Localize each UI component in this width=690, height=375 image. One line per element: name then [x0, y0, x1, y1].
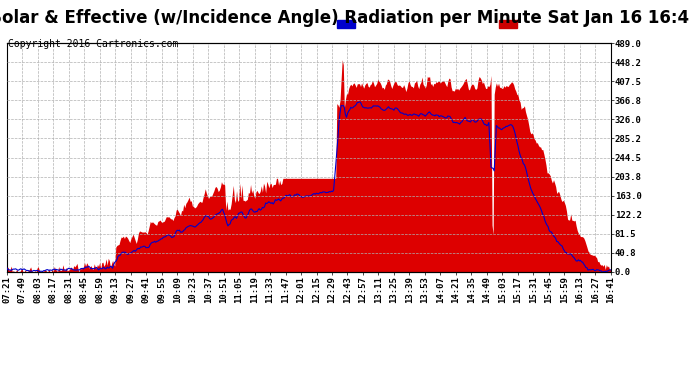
Text: Copyright 2016 Cartronics.com: Copyright 2016 Cartronics.com — [8, 39, 179, 50]
Text: Solar & Effective (w/Incidence Angle) Radiation per Minute Sat Jan 16 16:49: Solar & Effective (w/Incidence Angle) Ra… — [0, 9, 690, 27]
Legend: Radiation (Effective w/m2), Radiation (w/m2): Radiation (Effective w/m2), Radiation (w… — [337, 20, 606, 29]
